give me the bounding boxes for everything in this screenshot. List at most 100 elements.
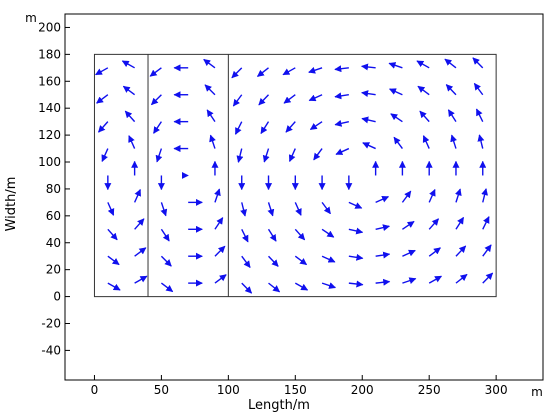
vector-arrow xyxy=(455,273,468,284)
vector-arrow xyxy=(107,202,115,216)
domain-outline xyxy=(93,53,497,298)
vector-arrow xyxy=(122,85,136,96)
vector-arrow xyxy=(308,94,323,102)
vector-arrow xyxy=(121,60,135,69)
vector-arrow xyxy=(422,135,430,149)
vector-arrow xyxy=(151,94,162,106)
vector-arrow xyxy=(283,94,296,104)
vector-arrow xyxy=(268,255,279,267)
vector-arrow xyxy=(482,216,490,230)
vector-arrow xyxy=(203,58,216,69)
x-tick-label: 200 xyxy=(351,383,374,397)
vector-arrow xyxy=(260,121,270,135)
vector-arrow xyxy=(267,202,275,217)
vector-arrow xyxy=(361,63,376,71)
vector-arrow xyxy=(256,67,269,78)
vector-arrow xyxy=(232,94,243,107)
vector-arrow xyxy=(428,247,441,257)
vector-arrow xyxy=(402,249,416,257)
vector-arrow xyxy=(416,60,430,69)
vector-arrow xyxy=(375,278,391,286)
vector-arrow xyxy=(473,82,484,96)
vector-arrow xyxy=(98,121,109,133)
vector-arrow xyxy=(206,109,216,123)
vector-arrow xyxy=(160,202,168,217)
vector-arrow xyxy=(288,148,296,162)
vector-arrow xyxy=(428,188,436,203)
y-tick-label: 200 xyxy=(38,20,61,34)
vector-arrow xyxy=(389,88,403,96)
vector-arrow xyxy=(134,247,147,257)
vector-arrow xyxy=(133,188,141,203)
vector-arrow xyxy=(134,218,145,230)
vector-arrow xyxy=(101,148,109,162)
vector-arrow xyxy=(160,255,172,267)
vector-arrow xyxy=(335,147,350,155)
vector-arrow xyxy=(419,110,430,123)
vector-arrow xyxy=(267,228,277,242)
vector-arrow xyxy=(348,280,364,288)
vector-arrow xyxy=(214,217,224,230)
vector-arrow xyxy=(234,121,243,135)
vector-arrow xyxy=(294,202,302,216)
vector-arrow xyxy=(334,65,349,73)
y-tick-label: 120 xyxy=(38,128,61,142)
vector-arrow xyxy=(107,255,120,266)
vector-arrow xyxy=(282,67,296,76)
x-tick-label: 150 xyxy=(284,383,307,397)
vector-arrow xyxy=(214,188,221,203)
vector-arrow xyxy=(321,228,335,238)
vector-arrow xyxy=(334,92,349,100)
vector-arrow xyxy=(160,282,174,293)
vector-arrow xyxy=(149,67,162,77)
y-tick-label: 160 xyxy=(38,74,61,88)
vector-arrow xyxy=(160,228,170,242)
vector-arrow xyxy=(482,244,492,257)
vector-arrow xyxy=(393,136,403,149)
vector-arrow xyxy=(321,201,331,215)
vector-arrow xyxy=(375,195,390,204)
vector-arrow xyxy=(475,108,484,122)
vector-arrow xyxy=(375,251,391,259)
vector-arrow xyxy=(321,255,336,263)
vector-arrow xyxy=(417,85,430,96)
x-tick-label: 50 xyxy=(154,383,169,397)
y-tick-label: 140 xyxy=(38,101,61,115)
x-unit-label: m xyxy=(531,385,543,399)
y-tick-label: 40 xyxy=(46,236,61,250)
y-tick-label: -40 xyxy=(41,343,61,357)
vector-arrow xyxy=(241,282,253,294)
vector-arrow xyxy=(134,275,148,284)
y-tick-label: -20 xyxy=(41,316,61,330)
vector-arrow xyxy=(268,282,281,293)
vector-arrow xyxy=(231,67,243,79)
vector-arrow xyxy=(294,282,309,291)
vector-arrow xyxy=(334,119,350,127)
vector-arrow xyxy=(455,245,467,257)
y-axis-title: Width/m xyxy=(4,177,19,232)
vector-arrow xyxy=(309,121,323,131)
vector-arrow xyxy=(128,135,136,149)
vector-arrow xyxy=(447,109,457,123)
vector-arrow xyxy=(445,84,457,96)
vector-arrow xyxy=(294,228,306,241)
vector-arrow xyxy=(390,113,403,123)
y-tick-label: 0 xyxy=(53,290,61,304)
vector-arrow xyxy=(402,220,415,230)
vector-arrow xyxy=(362,142,376,150)
vector-arrow xyxy=(375,224,390,232)
vector-arrow xyxy=(96,94,109,104)
vector-arrow xyxy=(450,134,457,149)
vector-arrow xyxy=(321,282,337,289)
vector-arrow xyxy=(348,227,364,235)
vector-arrow xyxy=(107,282,121,291)
x-tick-label: 100 xyxy=(217,383,240,397)
vector-arrow xyxy=(285,121,296,133)
vector-arrow xyxy=(388,62,403,69)
vector-arrow xyxy=(294,255,308,266)
plot-frame xyxy=(64,13,544,381)
y-tick-label: 20 xyxy=(46,263,61,277)
vector-arrow xyxy=(361,116,376,124)
x-tick-label: 0 xyxy=(91,383,99,397)
